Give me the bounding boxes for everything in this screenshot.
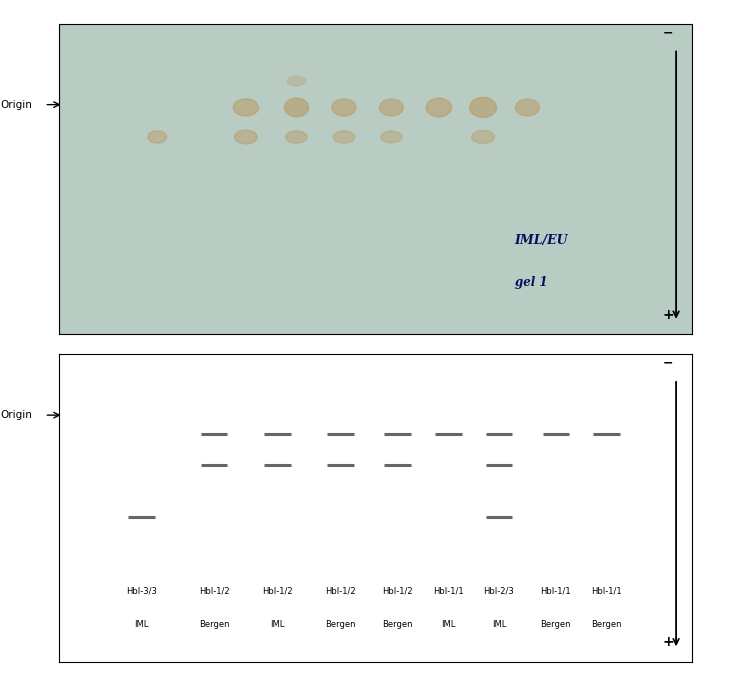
Text: −: − <box>662 26 673 39</box>
Text: HbI-1/2: HbI-1/2 <box>383 587 413 595</box>
Ellipse shape <box>287 76 306 86</box>
Text: HbI-2/3: HbI-2/3 <box>483 587 514 595</box>
Text: HbI-1/2: HbI-1/2 <box>199 587 229 595</box>
Ellipse shape <box>470 97 497 117</box>
Text: +: + <box>662 635 673 649</box>
Ellipse shape <box>380 131 402 143</box>
Ellipse shape <box>515 99 539 116</box>
Ellipse shape <box>333 131 354 143</box>
Ellipse shape <box>380 99 403 116</box>
Ellipse shape <box>332 99 356 116</box>
Text: Bergen: Bergen <box>199 620 229 629</box>
Text: IML/EU: IML/EU <box>515 234 568 248</box>
Text: Bergen: Bergen <box>591 620 622 629</box>
Text: IML: IML <box>134 620 149 629</box>
Ellipse shape <box>148 131 166 143</box>
Text: HbI-1/1: HbI-1/1 <box>540 587 571 595</box>
Text: HbI-1/2: HbI-1/2 <box>326 587 356 595</box>
Ellipse shape <box>235 130 258 144</box>
Text: Bergen: Bergen <box>383 620 413 629</box>
Ellipse shape <box>233 99 258 116</box>
Text: −: − <box>662 356 673 370</box>
Text: IML: IML <box>441 620 456 629</box>
Ellipse shape <box>284 98 309 117</box>
Ellipse shape <box>471 130 494 144</box>
Ellipse shape <box>286 131 307 143</box>
Text: HbI-1/1: HbI-1/1 <box>433 587 464 595</box>
Text: IML: IML <box>270 620 285 629</box>
Text: gel 1: gel 1 <box>515 276 548 290</box>
Text: Origin: Origin <box>1 410 33 420</box>
Text: Bergen: Bergen <box>541 620 571 629</box>
Text: HbI-3/3: HbI-3/3 <box>126 587 157 595</box>
Text: IML: IML <box>492 620 506 629</box>
Text: +: + <box>662 308 673 322</box>
Ellipse shape <box>426 98 451 117</box>
Text: HbI-1/2: HbI-1/2 <box>262 587 293 595</box>
Text: Origin: Origin <box>1 100 33 109</box>
Text: HbI-1/1: HbI-1/1 <box>591 587 622 595</box>
Text: Bergen: Bergen <box>326 620 356 629</box>
